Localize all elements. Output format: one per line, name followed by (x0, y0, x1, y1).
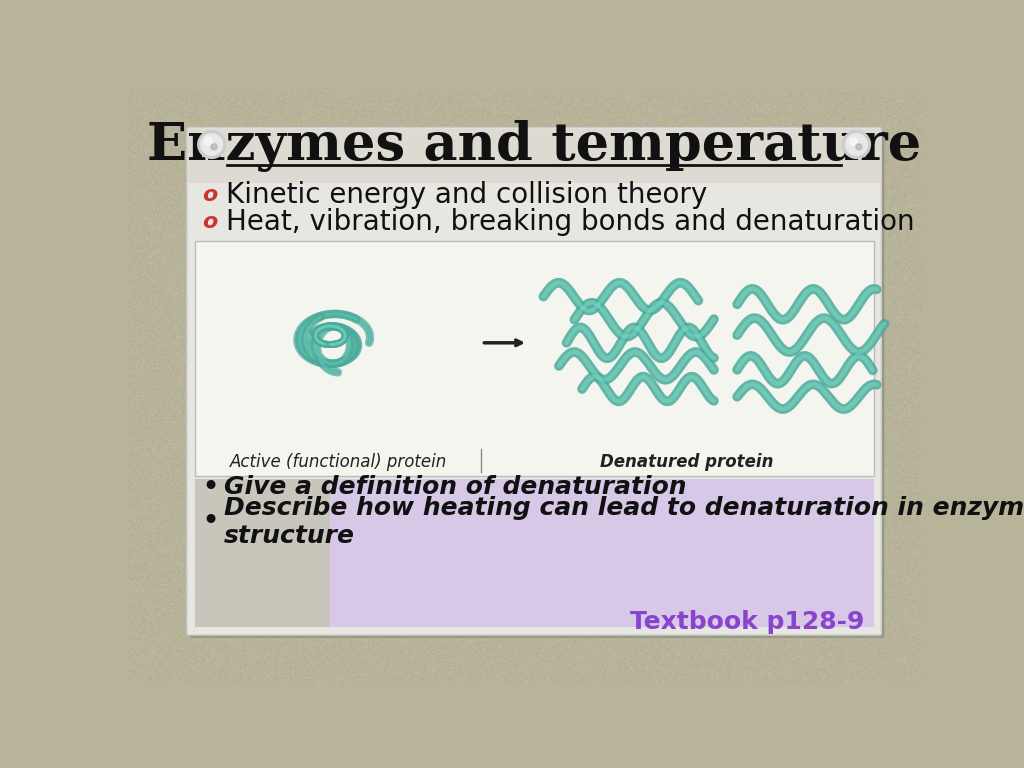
Text: Give a definition of denaturation: Give a definition of denaturation (224, 475, 687, 499)
Text: •: • (201, 472, 219, 502)
Text: o: o (203, 211, 218, 231)
Text: Kinetic energy and collision theory: Kinetic energy and collision theory (225, 180, 707, 209)
FancyBboxPatch shape (187, 127, 882, 635)
Circle shape (846, 134, 867, 155)
Circle shape (205, 137, 212, 145)
Text: Textbook p128-9: Textbook p128-9 (630, 610, 864, 634)
Circle shape (856, 144, 862, 150)
FancyBboxPatch shape (190, 131, 885, 638)
FancyBboxPatch shape (195, 241, 873, 475)
Circle shape (843, 131, 870, 158)
Circle shape (201, 134, 222, 155)
Circle shape (211, 144, 217, 150)
Text: •: • (201, 508, 219, 536)
Text: Active (functional) protein: Active (functional) protein (229, 453, 446, 471)
Circle shape (198, 131, 225, 158)
FancyBboxPatch shape (195, 479, 331, 627)
FancyBboxPatch shape (188, 129, 880, 183)
FancyBboxPatch shape (195, 479, 873, 627)
Text: o: o (203, 184, 218, 204)
Text: Denatured protein: Denatured protein (600, 453, 773, 471)
Text: Enzymes and temperature: Enzymes and temperature (147, 120, 922, 172)
Circle shape (850, 137, 857, 145)
Text: Describe how heating can lead to denaturation in enzyme
structure: Describe how heating can lead to denatur… (224, 496, 1024, 548)
Text: Heat, vibration, breaking bonds and denaturation: Heat, vibration, breaking bonds and dena… (225, 207, 914, 236)
